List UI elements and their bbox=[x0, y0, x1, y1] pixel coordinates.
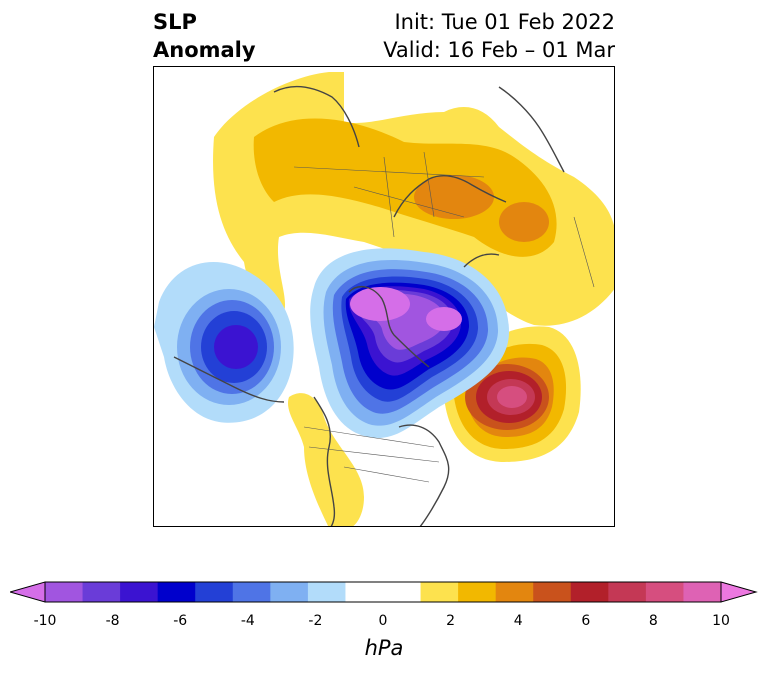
colorbar-bin bbox=[232, 582, 271, 602]
colorbar-tick-label: -10 bbox=[33, 613, 57, 629]
map-title: SLP Anomaly bbox=[153, 8, 256, 64]
colorbar-bin bbox=[458, 582, 497, 602]
colorbar-bin bbox=[420, 582, 459, 602]
map-panel bbox=[153, 66, 615, 527]
colorbar-bin bbox=[270, 582, 309, 602]
coastlines bbox=[173, 85, 565, 526]
colorbar-bin bbox=[645, 582, 684, 602]
colorbar-bin bbox=[120, 582, 159, 602]
slp-anomaly-map bbox=[154, 72, 614, 526]
title-type: Anomaly bbox=[153, 38, 256, 62]
colorbar-bin bbox=[495, 582, 534, 602]
eurasian-high-core bbox=[253, 118, 557, 257]
colorbar-svg bbox=[8, 581, 758, 603]
title-variable: SLP bbox=[153, 10, 197, 34]
colorbar-bin bbox=[608, 582, 647, 602]
colorbar bbox=[8, 580, 758, 614]
colorbar-bin bbox=[345, 582, 384, 602]
colorbar-tick-label: -8 bbox=[105, 613, 120, 629]
valid-range: Valid: 16 Feb – 01 Mar bbox=[383, 38, 615, 62]
colorbar-tick-label: 8 bbox=[648, 613, 658, 629]
colorbar-tick-label: 6 bbox=[581, 613, 591, 629]
colorbar-bin bbox=[683, 582, 722, 602]
colorbar-tick-label: -6 bbox=[173, 613, 188, 629]
west-america-high-anomaly bbox=[288, 393, 364, 526]
colorbar-bin bbox=[570, 582, 609, 602]
political-borders bbox=[293, 151, 595, 483]
colorbar-bin bbox=[383, 582, 422, 602]
colorbar-units: hPa bbox=[364, 636, 404, 660]
colorbar-bin bbox=[157, 582, 196, 602]
colorbar-bin bbox=[195, 582, 234, 602]
colorbar-tick-label: 4 bbox=[513, 613, 523, 629]
colorbar-tick-label: 2 bbox=[446, 613, 456, 629]
arctic-low-secondary-peak bbox=[426, 307, 462, 331]
atlantic-high-peak bbox=[497, 386, 527, 408]
pacific-low-peak bbox=[214, 325, 258, 369]
colorbar-tick-label: -4 bbox=[240, 613, 255, 629]
colorbar-tick-label: 10 bbox=[712, 613, 730, 629]
map-dates: Init: Tue 01 Feb 2022 Valid: 16 Feb – 01… bbox=[383, 8, 615, 64]
colorbar-extend-max bbox=[720, 581, 758, 603]
colorbar-bin bbox=[307, 582, 346, 602]
colorbar-bin bbox=[533, 582, 572, 602]
init-date: Init: Tue 01 Feb 2022 bbox=[394, 10, 615, 34]
colorbar-tick-label: -2 bbox=[308, 613, 323, 629]
colorbar-bin bbox=[82, 582, 121, 602]
arctic-low-peak bbox=[350, 287, 410, 321]
siberia-high-peak bbox=[499, 202, 549, 242]
colorbar-tick-label: 0 bbox=[378, 613, 388, 629]
colorbar-extend-min bbox=[8, 581, 46, 603]
colorbar-outline bbox=[44, 581, 722, 603]
colorbar-bin bbox=[45, 582, 84, 602]
